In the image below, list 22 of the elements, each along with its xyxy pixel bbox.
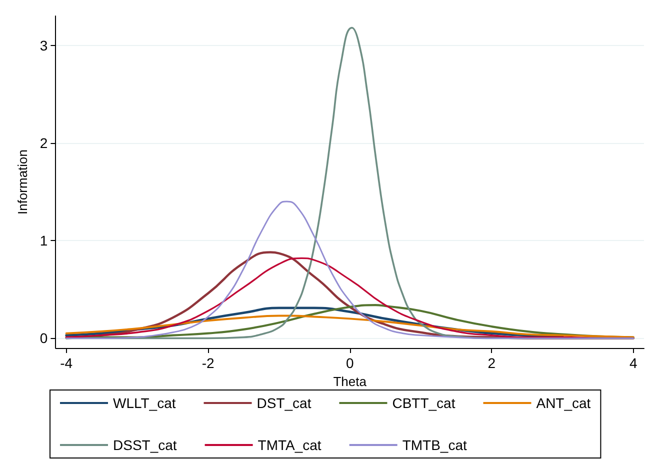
y-tick-label: 3 <box>40 37 48 54</box>
line-series <box>66 200 634 339</box>
x-tick-label: -4 <box>60 355 73 371</box>
legend-label: TMTA_cat <box>258 437 322 453</box>
x-tick-label: 4 <box>629 355 638 371</box>
legend-label: ANT_cat <box>536 395 591 411</box>
x-tick-label: 2 <box>488 355 496 371</box>
legend-label: DST_cat <box>256 395 312 411</box>
y-tick-label: 1 <box>40 232 48 249</box>
line-series <box>65 306 564 338</box>
x-tick-label: 0 <box>346 355 354 371</box>
y-tick-label: 0 <box>40 330 48 346</box>
legend-label: CBTT_cat <box>392 395 456 411</box>
x-axis-title: Theta <box>333 374 368 389</box>
x-tick-label: -2 <box>202 355 215 371</box>
line-series <box>65 304 634 340</box>
line-series <box>65 314 634 338</box>
y-tick-label: 2 <box>40 134 48 151</box>
legend-label: DSST_cat <box>113 437 177 453</box>
y-axis-title: Information <box>15 149 30 215</box>
legend-label: TMTB_cat <box>402 437 467 453</box>
legend-label: WLLT_cat <box>113 395 176 411</box>
